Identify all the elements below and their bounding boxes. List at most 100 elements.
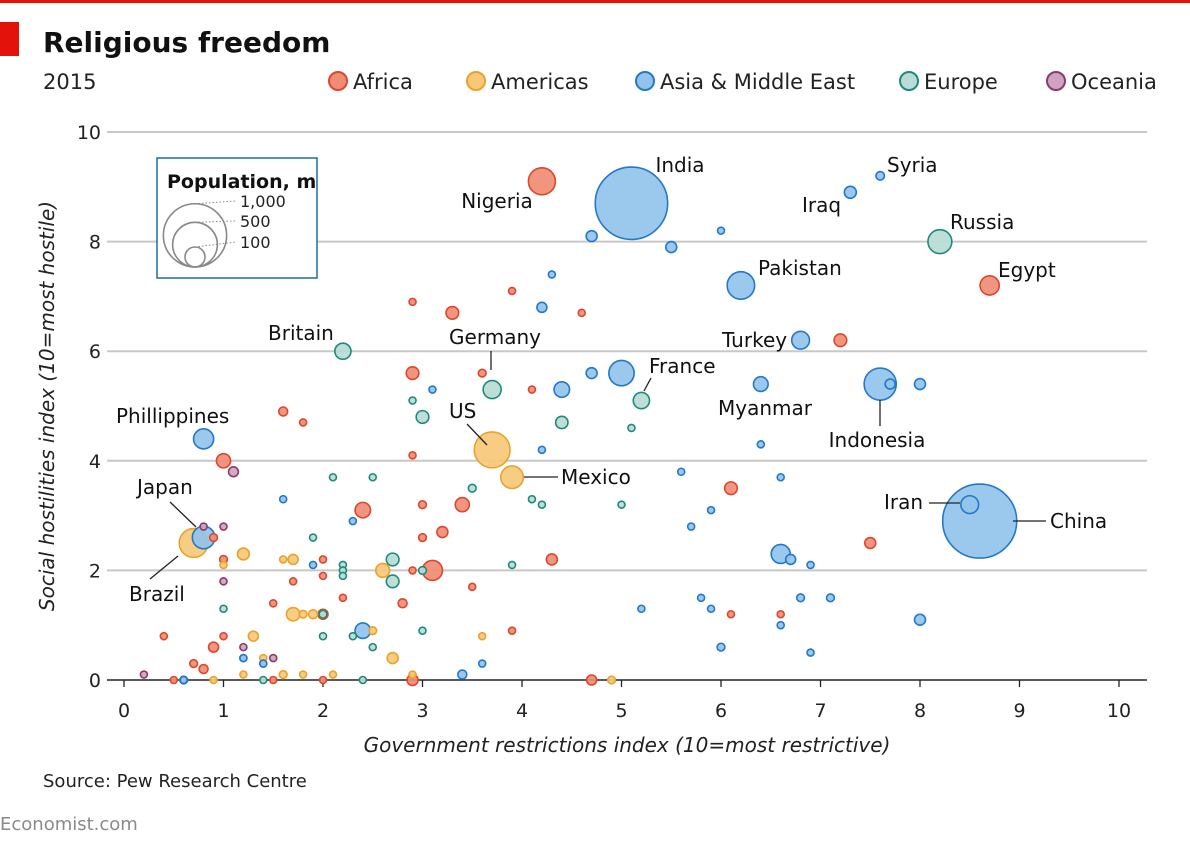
data-bubble	[806, 648, 815, 657]
data-bubble	[207, 641, 220, 653]
data-bubble	[408, 396, 417, 405]
data-bubble	[278, 669, 288, 680]
y-tick-label: 2	[89, 560, 101, 582]
data-bubbles	[139, 166, 1018, 687]
data-bubble	[457, 669, 468, 680]
legend-swatch	[466, 71, 486, 91]
data-bubble	[298, 670, 308, 679]
data-bubble	[664, 240, 678, 254]
data-bubble	[875, 170, 886, 181]
data-bubble	[927, 228, 953, 255]
data-bubble	[385, 552, 400, 567]
data-bubble	[726, 609, 736, 619]
data-bubble	[219, 631, 228, 641]
x-tick-label: 5	[615, 700, 627, 722]
legend-label: Asia & Middle East	[660, 70, 855, 94]
data-bubble	[547, 270, 557, 279]
data-bubble	[298, 609, 308, 619]
data-bubble	[318, 571, 328, 581]
data-bubble	[585, 674, 598, 686]
data-bubble	[386, 651, 399, 665]
x-tick-label: 0	[118, 700, 130, 722]
legend-swatch	[328, 71, 348, 91]
data-bubble	[338, 571, 348, 581]
data-bubble	[445, 305, 460, 320]
region-legend: Africa Americas Asia & Middle East Europe Oc…	[328, 70, 1157, 94]
data-bubble	[537, 445, 547, 455]
country-label: Turkey	[721, 328, 787, 352]
data-bubble	[527, 494, 537, 504]
legend-swatch	[635, 71, 655, 91]
data-bubble	[408, 297, 417, 307]
data-bubble	[776, 472, 786, 482]
data-bubble	[913, 377, 927, 391]
country-label: China	[1050, 509, 1107, 533]
data-bubble	[608, 359, 635, 387]
data-bubble	[334, 342, 352, 361]
y-axis-ticks: 0 2 4 6 8 10	[77, 122, 101, 692]
data-bubble	[428, 385, 437, 394]
data-bubble	[408, 670, 417, 679]
country-label: Japan	[135, 475, 193, 499]
data-bubble	[385, 574, 400, 589]
country-label: Russia	[950, 210, 1014, 234]
data-bubble	[716, 642, 726, 652]
data-bubble	[318, 631, 328, 641]
country-label: Mexico	[561, 465, 631, 489]
data-bubble	[606, 675, 617, 685]
legend-swatch	[1046, 71, 1066, 91]
legend-label: Africa	[353, 70, 413, 94]
y-tick-label: 6	[89, 341, 101, 363]
country-label: India	[655, 153, 704, 177]
data-bubble	[716, 226, 726, 235]
data-bubble	[198, 663, 209, 675]
country-label: Pakistan	[758, 256, 842, 280]
data-bubble	[417, 499, 428, 510]
data-bubble	[239, 670, 248, 679]
data-bubble	[418, 626, 427, 635]
size-legend-label: 1,000	[240, 192, 286, 211]
data-bubble	[482, 379, 502, 400]
data-bubble	[397, 598, 408, 609]
chart-title: Religious freedom	[43, 26, 330, 59]
size-legend-label: 500	[240, 212, 271, 231]
data-bubble	[553, 381, 571, 399]
data-bubble	[239, 642, 248, 652]
legend-swatch	[899, 71, 919, 91]
data-bubble	[784, 553, 797, 566]
data-bubble	[308, 533, 318, 542]
country-label: Indonesia	[829, 428, 926, 452]
data-bubble	[219, 522, 228, 531]
callout-line	[169, 501, 197, 528]
data-bubble	[436, 525, 449, 539]
data-bubble	[268, 675, 278, 685]
data-bubble	[219, 560, 228, 570]
data-bubble	[637, 604, 646, 614]
data-bubble	[843, 185, 858, 200]
x-tick-label: 10	[1107, 700, 1131, 722]
y-tick-label: 8	[89, 232, 101, 254]
size-legend-title: Population, m	[167, 171, 316, 193]
x-tick-label: 2	[317, 700, 329, 722]
data-bubble	[627, 423, 636, 433]
data-bubble	[328, 670, 338, 679]
data-bubble	[554, 415, 569, 430]
data-bubble	[545, 553, 559, 566]
data-bubble	[308, 560, 318, 570]
data-bubble	[159, 631, 169, 641]
data-bubble	[863, 536, 877, 550]
data-bubble	[209, 675, 218, 685]
country-label: Brazil	[129, 582, 185, 606]
country-label: Phillippines	[116, 404, 229, 428]
country-label: Iraq	[802, 193, 841, 217]
country-label: France	[649, 354, 716, 378]
data-bubble	[239, 653, 248, 663]
data-bubble	[477, 631, 487, 641]
y-tick-label: 10	[77, 122, 101, 144]
data-bubble	[585, 366, 598, 380]
x-tick-label: 1	[217, 700, 229, 722]
data-bubble	[527, 167, 557, 196]
data-bubble	[617, 500, 626, 509]
data-bubble	[507, 626, 517, 635]
data-bubble	[833, 333, 848, 348]
